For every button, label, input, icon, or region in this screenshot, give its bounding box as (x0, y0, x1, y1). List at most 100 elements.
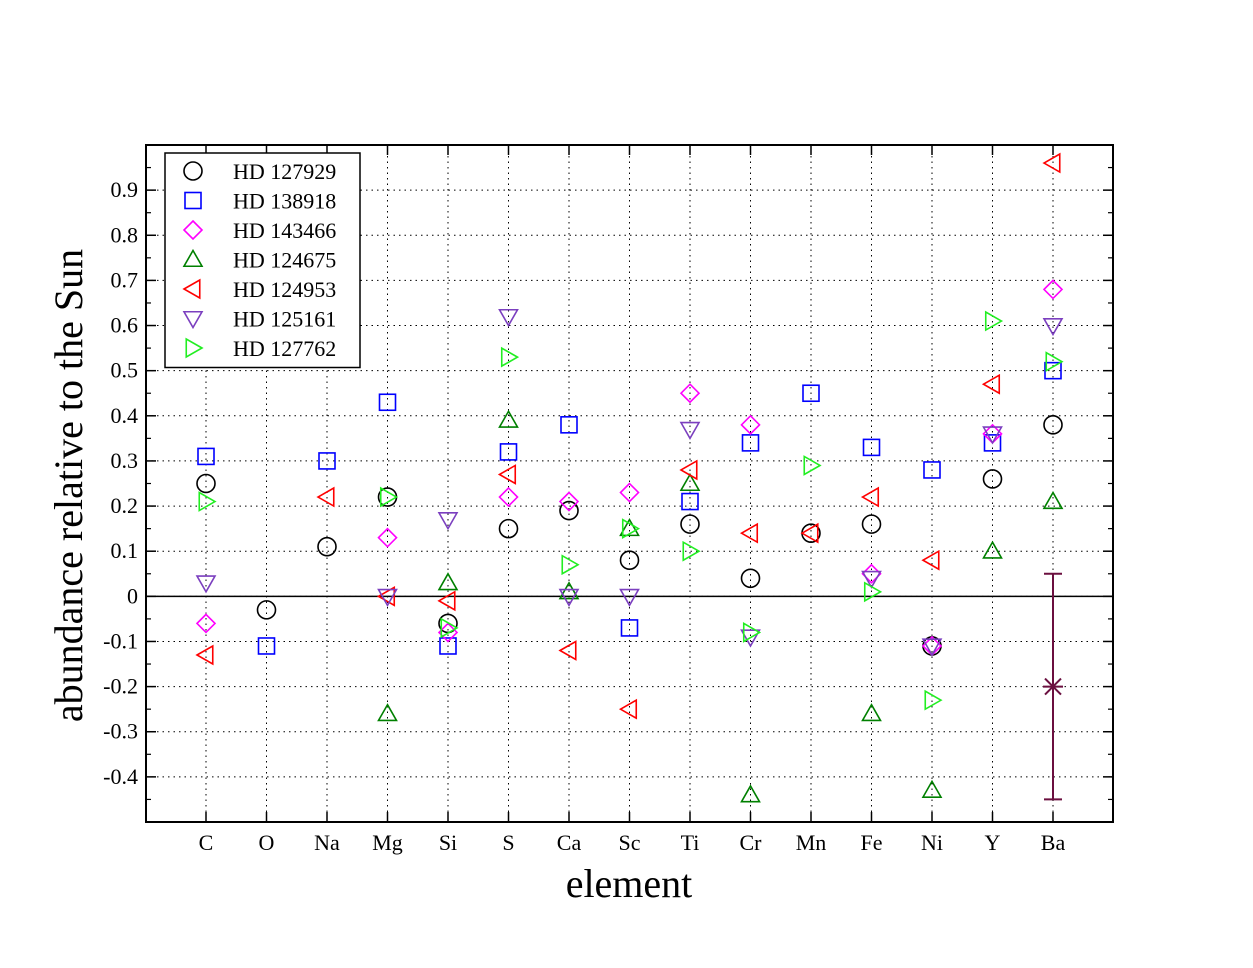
data-point-triangle-up (679, 472, 701, 492)
y-tick-label: 0.6 (111, 313, 139, 338)
data-point-triangle-down (1042, 317, 1064, 337)
data-point-diamond (679, 383, 701, 404)
data-point-square (862, 438, 881, 457)
x-tick-label: Cr (740, 830, 763, 855)
data-point-circle (196, 473, 216, 494)
x-tick-label: Mn (796, 830, 827, 855)
data-point-diamond (498, 486, 519, 508)
legend-entry-label: HD 127762 (233, 336, 336, 361)
x-tick-label: Ca (557, 830, 582, 855)
data-point-diamond (377, 527, 398, 548)
data-point-square (439, 637, 457, 655)
data-point-diamond (558, 491, 580, 512)
data-point-circle (317, 536, 337, 557)
data-point-square (1044, 361, 1062, 380)
y-tick-label: 0.3 (111, 448, 139, 473)
data-point-triangle-up (861, 703, 882, 722)
data-point-triangle-down (921, 638, 943, 657)
data-point-triangle-right (924, 689, 943, 711)
legend: HD 127929 HD 138918 HD 143466 HD 124675 HD 1… (164, 152, 361, 369)
tick-labels: C O Na Mg Si S Ca Sc Ti Cr Mn Fe Ni Y Ba -0.4 -0.3 -0.2 -0… (103, 177, 1065, 855)
data-point-triangle-down (195, 575, 217, 594)
data-point-triangle-up (740, 784, 761, 803)
data-point-triangle-down (861, 570, 882, 589)
legend-marker-diamond (182, 219, 204, 241)
data-point-triangle-right (984, 310, 1004, 332)
x-tick-label: Mg (372, 830, 403, 855)
data-point-triangle-right (742, 622, 762, 643)
legend-entry-label: HD 127929 (233, 159, 336, 184)
data-point-triangle-left (739, 522, 759, 544)
x-tick-label: C (199, 830, 214, 855)
x-tick-label: O (259, 830, 275, 855)
y-tick-label: 0.2 (111, 493, 139, 518)
x-tick-label: Fe (861, 830, 883, 855)
data-point-triangle-down (740, 629, 761, 648)
data-point-diamond (195, 613, 217, 634)
data-point-triangle-right (500, 346, 520, 368)
y-tick-label: 0.1 (111, 538, 139, 563)
data-point-square (620, 619, 639, 637)
y-tick-label: 0 (127, 583, 138, 608)
data-point-circle (256, 600, 277, 620)
data-point-triangle-up (619, 518, 640, 537)
x-axis-title: element (566, 861, 693, 906)
data-point-triangle-right (561, 554, 580, 576)
data-point-triangle-up (1042, 490, 1064, 510)
data-point-square (802, 384, 820, 403)
y-tick-label: 0.7 (111, 267, 139, 292)
data-point-triangle-left (679, 459, 698, 481)
legend-marker-circle (183, 161, 203, 181)
y-axis-title: abundance relative to the Sun (46, 249, 91, 722)
data-point-square (923, 461, 941, 479)
data-point-triangle-right (682, 540, 701, 562)
legend-entry-label: HD 124675 (233, 248, 336, 273)
data-point-triangle-right (621, 518, 641, 540)
y-tick-label: 0.5 (111, 358, 139, 383)
data-point-triangle-left (316, 486, 335, 508)
x-tick-label: Ni (921, 830, 943, 855)
data-point-triangle-left (437, 590, 456, 612)
data-point-circle (740, 568, 761, 589)
legend-marker-square (184, 191, 202, 210)
data-point-circle (982, 469, 1003, 489)
data-point-triangle-down (498, 308, 519, 328)
x-tick-label: Si (439, 830, 457, 855)
data-point-triangle-right (1045, 351, 1064, 373)
legend-marker-triangle-down (182, 310, 204, 330)
data-point-circle (619, 550, 640, 571)
data-point-triangle-up (558, 581, 580, 600)
data-point-diamond (619, 482, 640, 503)
data-point-triangle-up (982, 540, 1003, 559)
data-point-triangle-left (981, 373, 1001, 395)
x-tick-label: Ba (1041, 830, 1066, 855)
y-tick-label: -0.1 (103, 628, 138, 653)
data-point-triangle-down (619, 588, 640, 607)
error-bar (1043, 572, 1063, 801)
data-point-triangle-down (437, 512, 459, 531)
data-point-triangle-right (803, 455, 822, 476)
data-point-square (257, 637, 276, 655)
data-point-triangle-right (198, 491, 217, 512)
data-point-triangle-left (800, 522, 819, 544)
data-point-circle (559, 500, 579, 521)
data-point-square (681, 492, 699, 511)
y-tick-label: 0.4 (111, 403, 139, 428)
data-point-triangle-left (1042, 152, 1061, 174)
data-point-square (197, 447, 215, 466)
data-point-triangle-down (377, 588, 398, 607)
data-point-square (983, 434, 1002, 452)
data-point-square (560, 416, 578, 434)
y-tick-label: 0.9 (111, 177, 139, 202)
x-tick-label: Na (314, 830, 340, 855)
data-point-triangle-right (379, 486, 399, 508)
legend-box (164, 152, 361, 369)
data-point-circle (1043, 415, 1063, 435)
legend-entry-label: HD 143466 (233, 218, 336, 243)
data-point-diamond (740, 414, 761, 435)
y-tick-label: -0.2 (103, 674, 138, 699)
x-tick-label: Y (985, 830, 1001, 855)
data-point-triangle-up (377, 703, 398, 722)
data-point-triangle-up (498, 409, 519, 428)
data-point-circle (680, 514, 700, 534)
